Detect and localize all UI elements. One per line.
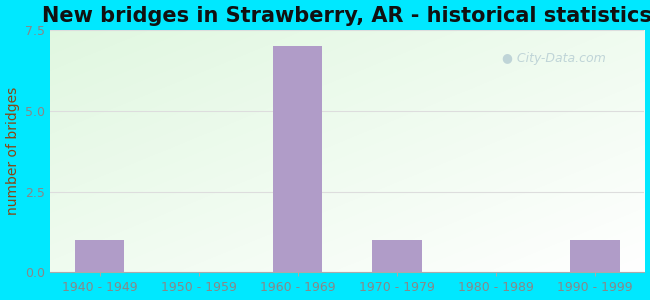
Bar <box>273 46 322 272</box>
Bar <box>570 240 619 272</box>
Y-axis label: number of bridges: number of bridges <box>6 87 20 215</box>
Text: ● City-Data.com: ● City-Data.com <box>502 52 606 65</box>
Bar <box>75 240 124 272</box>
Bar <box>372 240 421 272</box>
Title: New bridges in Strawberry, AR - historical statistics: New bridges in Strawberry, AR - historic… <box>42 6 650 26</box>
